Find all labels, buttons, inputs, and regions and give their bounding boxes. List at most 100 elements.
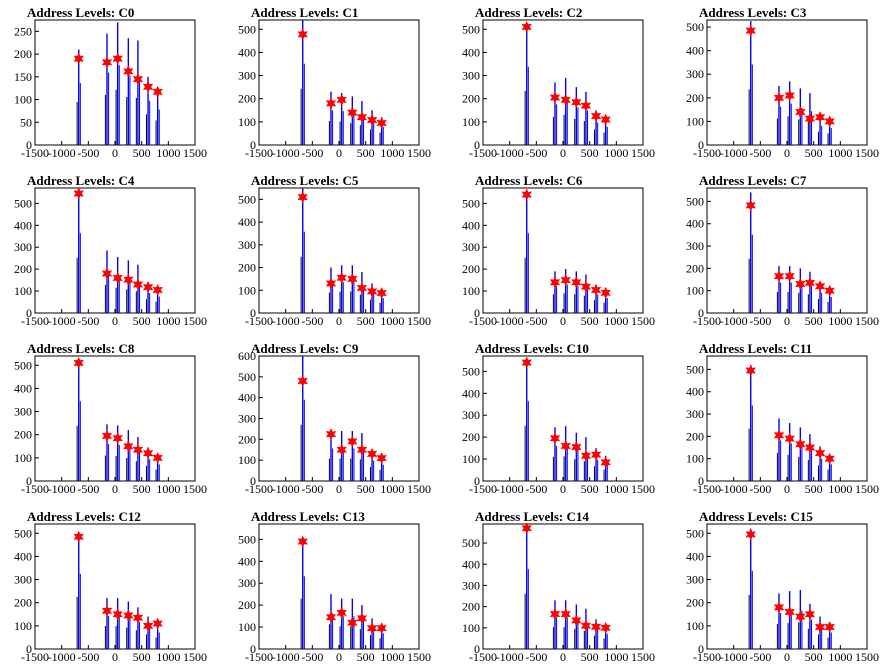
peak-marker-5 bbox=[142, 619, 154, 632]
chart-title: Address Levels: C0 bbox=[27, 5, 134, 20]
plot-frame bbox=[34, 187, 196, 314]
peak-marker-0 bbox=[73, 356, 85, 370]
x-tick-label: 1000 bbox=[156, 650, 180, 664]
x-tick-label: -1000 bbox=[720, 146, 748, 160]
peak-marker-0 bbox=[521, 356, 533, 369]
y-tick-label: 200 bbox=[686, 261, 704, 275]
y-tick-label: 300 bbox=[686, 573, 704, 587]
x-tick-label: 1000 bbox=[380, 650, 404, 664]
peak-marker-0 bbox=[745, 24, 757, 37]
peak-marker-6 bbox=[376, 451, 387, 465]
peak-3 bbox=[126, 430, 131, 481]
x-tick-label: -1000 bbox=[720, 314, 748, 328]
y-tick-label: 0 bbox=[26, 474, 32, 488]
x-tick-label: -1500 bbox=[245, 314, 273, 328]
chart-panel-5: Address Levels: C5 0 100 200 300 400 500 -1500-… bbox=[224, 168, 448, 336]
chart-svg-12: Address Levels: C12 0 100 200 300 400 500 -1500… bbox=[14, 509, 207, 664]
plot-frame bbox=[482, 187, 644, 314]
peak-4 bbox=[135, 437, 141, 481]
y-tick-label: 400 bbox=[462, 45, 480, 59]
y-tick-label: 200 bbox=[238, 432, 256, 446]
peak-0 bbox=[524, 526, 529, 649]
peak-marker-1 bbox=[325, 611, 337, 624]
peak-marker-3 bbox=[795, 105, 806, 119]
x-tick-label: 500 bbox=[133, 482, 151, 496]
y-tick-label: 0 bbox=[474, 474, 480, 488]
x-tick-label: 0 bbox=[560, 482, 566, 496]
peak-6 bbox=[155, 90, 160, 145]
x-tick-label: -1000 bbox=[720, 650, 748, 664]
y-tick-label: 150 bbox=[14, 70, 32, 84]
chart-svg-1: Address Levels: C10100200300400500-1500-… bbox=[238, 5, 431, 160]
peak-marker-0 bbox=[745, 528, 757, 541]
peak-marker-2 bbox=[336, 443, 347, 456]
x-tick-label: 500 bbox=[805, 650, 823, 664]
y-tick-label: 300 bbox=[686, 67, 704, 81]
x-tick-label: 500 bbox=[133, 314, 151, 328]
peak-marker-6 bbox=[824, 452, 835, 465]
peak-2 bbox=[115, 598, 120, 649]
peak-marker-5 bbox=[366, 113, 378, 127]
x-tick-label: -1000 bbox=[272, 314, 300, 328]
x-tick-label: 0 bbox=[112, 146, 118, 160]
peak-marker-1 bbox=[549, 276, 561, 289]
peak-marker-4 bbox=[356, 281, 368, 295]
chart-panel-11: Address Levels: C11 0 100 200 300 400 500 -1500… bbox=[672, 336, 896, 504]
peak-marker-3 bbox=[347, 106, 358, 119]
x-tick-label: -500 bbox=[301, 314, 323, 328]
chart-title: Address Levels: C8 bbox=[27, 341, 135, 356]
peak-marker-2 bbox=[784, 270, 795, 283]
chart-svg-0: Address Levels: C0 0 50 100 150 200 250 -1500-1… bbox=[14, 5, 207, 160]
plot-frame bbox=[258, 19, 420, 146]
y-tick-label: 100 bbox=[686, 284, 704, 298]
x-tick-label: -1000 bbox=[272, 482, 300, 496]
peak-marker-4 bbox=[580, 99, 592, 112]
x-tick-label: 500 bbox=[581, 314, 599, 328]
x-tick-label: 1000 bbox=[156, 146, 180, 160]
x-tick-label: 500 bbox=[581, 482, 599, 496]
peak-marker-3 bbox=[795, 610, 806, 623]
peak-marker-3 bbox=[571, 440, 582, 454]
x-tick-label: 0 bbox=[336, 482, 342, 496]
x-tick-label: -1500 bbox=[693, 482, 721, 496]
peak-0 bbox=[76, 190, 81, 313]
chart-panel-4: Address Levels: C4 0 100 200 300 400 500 -1500-… bbox=[0, 168, 224, 336]
peak-marker-0 bbox=[297, 535, 309, 548]
peak-2 bbox=[787, 591, 792, 649]
y-tick-label: 500 bbox=[14, 526, 32, 540]
x-tick-label: 1000 bbox=[604, 314, 628, 328]
chart-panel-15: Address Levels: C15 0 100 200 300 400 500 -1500… bbox=[672, 504, 896, 672]
peak-marker-5 bbox=[590, 283, 602, 297]
plot-frame bbox=[706, 355, 868, 482]
x-tick-label: 0 bbox=[112, 314, 118, 328]
x-tick-label: -1500 bbox=[469, 650, 497, 664]
y-tick-label: 100 bbox=[462, 621, 480, 635]
x-tick-label: 1000 bbox=[156, 314, 180, 328]
peak-marker-2 bbox=[560, 93, 571, 106]
y-tick-label: 100 bbox=[686, 114, 704, 128]
y-tick-label: 400 bbox=[686, 385, 704, 399]
peak-marker-2 bbox=[560, 274, 571, 287]
peak-2 bbox=[787, 422, 792, 481]
y-tick-label: 200 bbox=[686, 429, 704, 443]
peak-marker-1 bbox=[549, 607, 561, 621]
peak-marker-3 bbox=[123, 65, 134, 78]
y-tick-label: 500 bbox=[462, 364, 480, 378]
x-tick-label: -1000 bbox=[496, 146, 524, 160]
peak-marker-6 bbox=[824, 284, 835, 297]
y-tick-label: 200 bbox=[14, 596, 32, 610]
chart-panel-2: Address Levels: C2 0 100 200 300 400 500 -1500-… bbox=[448, 0, 672, 168]
chart-title: Address Levels: C12 bbox=[27, 509, 141, 524]
peak-marker-2 bbox=[784, 605, 795, 619]
x-tick-label: 500 bbox=[357, 650, 375, 664]
peak-2 bbox=[563, 426, 568, 481]
peak-3 bbox=[798, 268, 803, 313]
x-tick-label: 0 bbox=[784, 314, 790, 328]
chart-svg-13: Address Levels: C13 0 100 200 300 400 500 -1500… bbox=[238, 509, 431, 664]
peak-marker-2 bbox=[112, 271, 123, 285]
peak-0 bbox=[748, 528, 753, 649]
peak-marker-6 bbox=[152, 451, 163, 464]
peak-marker-2 bbox=[560, 439, 571, 453]
peak-marker-1 bbox=[325, 277, 337, 290]
x-tick-label: 1500 bbox=[407, 314, 431, 328]
